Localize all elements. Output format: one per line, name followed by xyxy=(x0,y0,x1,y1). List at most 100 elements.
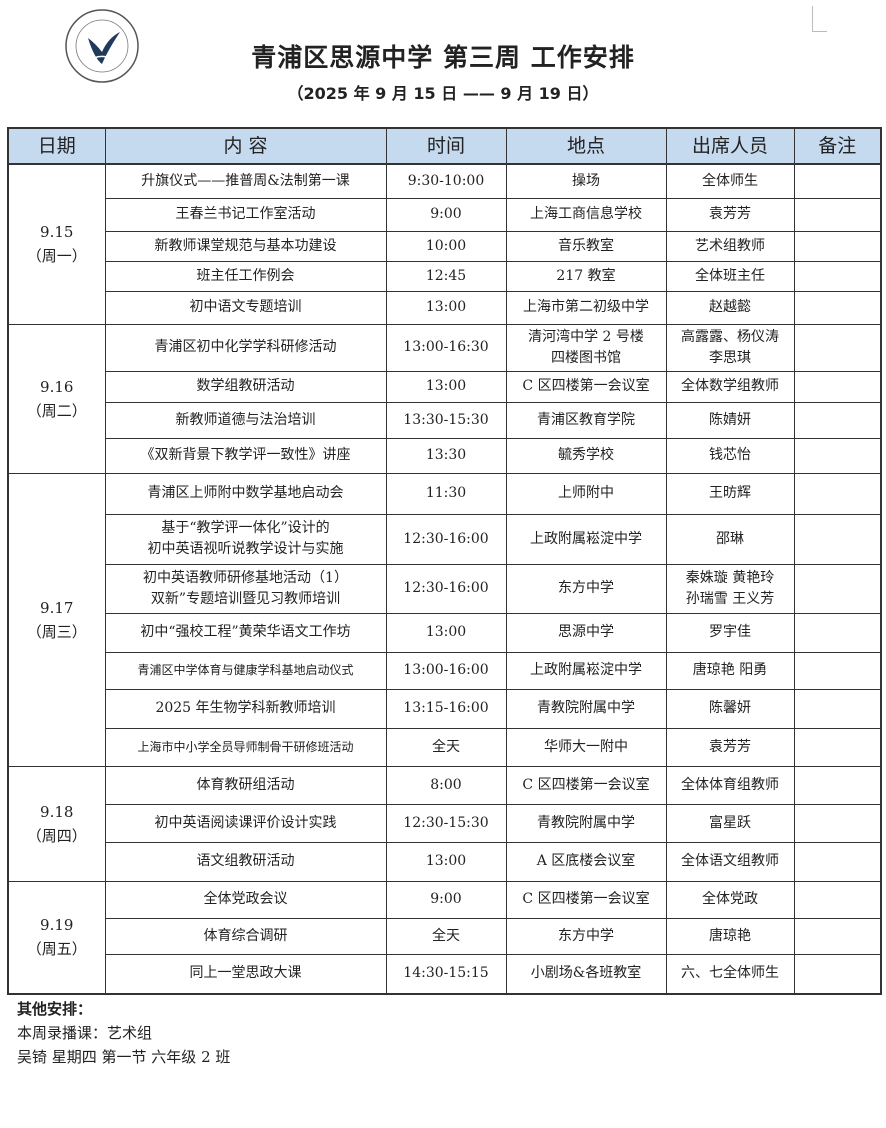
attendees-cell: 艺术组教师 xyxy=(665,230,795,262)
location-cell: A 区底楼会议室 xyxy=(505,841,667,882)
location-cell: 上政附属崧淀中学 xyxy=(505,651,667,690)
attendees-cell: 袁芳芳 xyxy=(665,727,795,767)
content-cell: 《双新背景下教学评一致性》讲座 xyxy=(104,437,387,474)
attendees-cell: 富星跃 xyxy=(665,803,795,843)
remarks-cell xyxy=(793,563,882,614)
table-row: 基于“教学评一体化”设计的 初中英语视听说教学设计与实施 12:30-16:00 上… xyxy=(8,513,882,565)
other-arrangements: 其他安排： 本周录播课：艺术组 吴锜 星期四 第一节 六年级 2 班 xyxy=(17,997,230,1069)
remarks-cell xyxy=(793,230,882,262)
date: 9.17 xyxy=(40,598,74,617)
date: 9.18 xyxy=(40,802,74,821)
remarks-cell xyxy=(793,437,882,474)
remarks-cell xyxy=(793,880,882,919)
time-cell: 13:00 xyxy=(385,612,507,653)
schedule-table: 日期 内 容 时间 地点 出席人员 备注 9.15 （周一） 升旗仪式——推普周&法… xyxy=(7,127,882,995)
content-cell: 语文组教研活动 xyxy=(104,841,387,882)
content-cell: 体育教研组活动 xyxy=(104,765,387,805)
content-cell: 青浦区中学体育与健康学科基地启动仪式 xyxy=(104,651,387,690)
remarks-cell xyxy=(793,401,882,439)
time-cell: 全天 xyxy=(385,727,507,767)
remarks-cell xyxy=(793,323,882,372)
location-cell: 东方中学 xyxy=(505,563,667,614)
location-cell: C 区四楼第一会议室 xyxy=(505,370,667,403)
content-cell: 初中语文专题培训 xyxy=(104,290,387,325)
table-row: 新教师道德与法治培训 13:30-15:30 青浦区教育学院 陈婧妍 xyxy=(8,401,882,439)
remarks-cell xyxy=(793,290,882,325)
header-attendees: 出席人员 xyxy=(665,127,795,165)
attendees-cell: 袁芳芳 xyxy=(665,197,795,232)
attendees-cell: 陈婧妍 xyxy=(665,401,795,439)
remarks-cell xyxy=(793,163,882,199)
time-cell: 全天 xyxy=(385,917,507,955)
page-corner-mark xyxy=(812,6,827,32)
table-row: 2025 年生物学科新教师培训 13:15-16:00 青教院附属中学 陈馨妍 xyxy=(8,688,882,729)
header-location: 地点 xyxy=(505,127,667,165)
location-cell: 思源中学 xyxy=(505,612,667,653)
notes-line: 吴锜 星期四 第一节 六年级 2 班 xyxy=(17,1048,231,1066)
attendees-cell: 唐琼艳 xyxy=(665,917,795,955)
remarks-cell xyxy=(793,917,882,955)
remarks-cell xyxy=(793,953,882,995)
location-cell: 217 教室 xyxy=(505,260,667,292)
remarks-cell xyxy=(793,727,882,767)
date: 9.15 xyxy=(40,223,74,242)
remarks-cell xyxy=(793,688,882,729)
content-cell: 新教师道德与法治培训 xyxy=(104,401,387,439)
content-cell: 初中“强校工程”黄荣华语文工作坊 xyxy=(104,612,387,653)
attendees-cell: 秦姝璇 黄艳玲 孙瑞雪 王义芳 xyxy=(665,563,795,614)
location-cell: 上海工商信息学校 xyxy=(505,197,667,232)
content-cell: 全体党政会议 xyxy=(104,880,387,919)
date-cell: 9.16 （周二） xyxy=(7,323,106,474)
weekday: （周一） xyxy=(26,247,87,266)
time-cell: 13:00 xyxy=(385,290,507,325)
table-row: 初中“强校工程”黄荣华语文工作坊 13:00 思源中学 罗宇佳 xyxy=(8,612,882,653)
remarks-cell xyxy=(793,841,882,882)
time-cell: 12:30-15:30 xyxy=(385,803,507,843)
table-row: 数学组教研活动 13:00 C 区四楼第一会议室 全体数学组教师 xyxy=(8,370,882,403)
content-cell: 新教师课堂规范与基本功建设 xyxy=(104,230,387,262)
location-cell: 清河湾中学 2 号楼 四楼图书馆 xyxy=(505,323,667,372)
attendees-cell: 罗宇佳 xyxy=(665,612,795,653)
remarks-cell xyxy=(793,651,882,690)
table-row: 9.17 （周三） 青浦区上师附中数学基地启动会 11:30 上师附中 王昉辉 xyxy=(7,472,882,767)
notes-line: 本周录播课：艺术组 xyxy=(17,1024,153,1042)
table-row: 9.15 （周一） 升旗仪式——推普周&法制第一课 9:30-10:00 操场 全体师生 xyxy=(7,163,882,325)
attendees-cell: 全体数学组教师 xyxy=(665,370,795,403)
weekday: （周五） xyxy=(26,940,87,959)
table-row: 9.16 （周二） 青浦区初中化学学科研修活动 13:00-16:30 清河湾中学 2 … xyxy=(7,323,882,474)
location-cell: 青教院附属中学 xyxy=(505,688,667,729)
time-cell: 13:00 xyxy=(385,370,507,403)
time-cell: 9:00 xyxy=(385,880,507,919)
time-cell: 12:45 xyxy=(385,260,507,292)
time-cell: 9:00 xyxy=(385,197,507,232)
content-cell: 青浦区上师附中数学基地启动会 xyxy=(104,472,387,515)
content-cell: 数学组教研活动 xyxy=(104,370,387,403)
location-cell: 上政附属崧淀中学 xyxy=(505,513,667,565)
weekday: （周二） xyxy=(26,401,87,420)
table-row: 初中语文专题培训 13:00 上海市第二初级中学 赵越懿 xyxy=(8,290,882,325)
remarks-cell xyxy=(793,765,882,805)
header-time: 时间 xyxy=(385,127,507,165)
table-row: 青浦区中学体育与健康学科基地启动仪式 13:00-16:00 上政附属崧淀中学 唐琼艳… xyxy=(8,651,882,690)
attendees-cell: 高露露、杨仪涛 李思琪 xyxy=(665,323,795,372)
date-cell: 9.17 （周三） xyxy=(7,472,106,767)
attendees-cell: 钱芯怡 xyxy=(665,437,795,474)
location-cell: 东方中学 xyxy=(505,917,667,955)
date-cell: 9.19 （周五） xyxy=(7,880,106,995)
location-cell: 音乐教室 xyxy=(505,230,667,262)
location-cell: 青教院附属中学 xyxy=(505,803,667,843)
date-cell: 9.18 （周四） xyxy=(7,765,106,882)
notes-heading: 其他安排： xyxy=(17,1000,93,1018)
attendees-cell: 唐琼艳 阳勇 xyxy=(665,651,795,690)
attendees-cell: 陈馨妍 xyxy=(665,688,795,729)
table-row: 初中英语教师研修基地活动（1） 双新”专题培训暨见习教师培训 12:30-16:0… xyxy=(8,563,882,614)
time-cell: 10:00 xyxy=(385,230,507,262)
table-row: 上海市中小学全员导师制骨干研修班活动 全天 华师大一附中 袁芳芳 xyxy=(8,727,882,767)
school-logo xyxy=(65,9,139,83)
location-cell: 小剧场&各班教室 xyxy=(505,953,667,995)
table-row: 《双新背景下教学评一致性》讲座 13:30 毓秀学校 钱芯怡 xyxy=(8,437,882,474)
time-cell: 9:30-10:00 xyxy=(385,163,507,199)
table-row: 体育综合调研 全天 东方中学 唐琼艳 xyxy=(8,917,882,955)
table-row: 9.19 （周五） 全体党政会议 9:00 C 区四楼第一会议室 全体党政 xyxy=(7,880,882,995)
attendees-cell: 六、七全体师生 xyxy=(665,953,795,995)
